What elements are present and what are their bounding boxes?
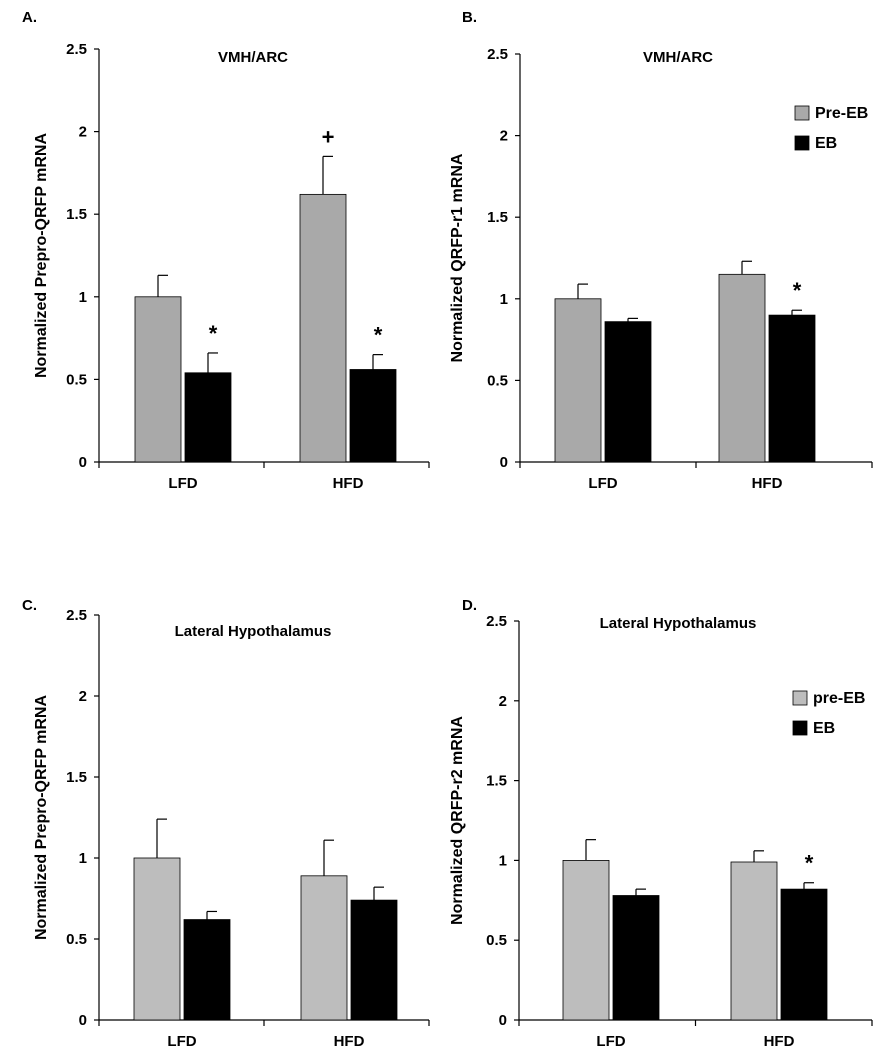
y-tick-label: 0.5: [487, 372, 508, 389]
bar-pre-eb-lfd: [133, 857, 181, 1021]
bar-pre-eb-hfd: [299, 193, 347, 463]
panel-label: C.: [22, 597, 37, 614]
bar-pre-eb-hfd: [718, 273, 766, 463]
y-tick-label: 1.5: [66, 769, 87, 786]
y-tick-label: 0: [499, 1012, 507, 1029]
x-category-label: LFD: [167, 1033, 196, 1050]
bar-pre-eb-lfd: [554, 298, 602, 463]
y-tick-label: 2.5: [66, 607, 87, 624]
panel-label: A.: [22, 9, 37, 26]
bar-eb-lfd: [604, 321, 652, 463]
significance-marker: +: [322, 124, 335, 149]
legend-label: EB: [813, 720, 835, 737]
legend-swatch-pre-eb: [794, 105, 810, 121]
y-axis-label: Normalized Prepro-QRFP mRNA: [33, 695, 50, 941]
y-tick-label: 0.5: [66, 371, 87, 388]
y-tick-label: 0: [79, 1012, 87, 1029]
x-category-label: LFD: [588, 475, 617, 492]
bar-pre-eb-hfd: [730, 861, 778, 1021]
chart-panel-b: B. VMH/ARC Normalized QRFP-r1 mRNA 0 0.5 1 1.5…: [449, 9, 873, 492]
chart-title: Lateral Hypothalamus: [175, 623, 332, 640]
significance-marker: *: [209, 321, 218, 346]
bar-pre-eb-hfd: [300, 875, 348, 1021]
bar-eb-lfd: [183, 919, 231, 1021]
bar-eb-lfd: [612, 895, 660, 1021]
bar-pre-eb-lfd: [562, 860, 610, 1021]
y-tick-label: 1: [499, 852, 507, 869]
bar-eb-hfd: [349, 369, 397, 463]
legend-label: pre-EB: [813, 690, 865, 707]
y-tick-label: 2: [499, 693, 507, 710]
x-category-label: LFD: [596, 1033, 625, 1050]
y-tick-label: 1.5: [487, 209, 508, 226]
y-tick-label: 1: [500, 291, 508, 308]
significance-marker: *: [793, 278, 802, 303]
bar-eb-hfd: [350, 899, 398, 1021]
panel-label: B.: [462, 9, 477, 26]
y-axis-label: Normalized QRFP-r2 mRNA: [449, 716, 466, 925]
chart-panel-d: D. Lateral Hypothalamus Normalized QRFP-r2…: [449, 597, 873, 1050]
x-category-label: HFD: [752, 475, 783, 492]
y-tick-label: 1: [79, 289, 87, 306]
y-tick-label: 0: [500, 454, 508, 471]
chart-title: VMH/ARC: [218, 49, 288, 66]
legend-swatch-eb: [794, 135, 810, 151]
legend-swatch-pre-eb: [792, 690, 808, 706]
y-axis-label: Normalized Prepro-QRFP mRNA: [33, 133, 50, 379]
bar-eb-hfd: [768, 314, 816, 463]
chart-title: Lateral Hypothalamus: [600, 615, 757, 632]
x-category-label: LFD: [168, 475, 197, 492]
x-category-label: HFD: [333, 475, 364, 492]
y-axis-label: Normalized QRFP-r1 mRNA: [449, 153, 466, 362]
chart-panel-c: C. Lateral Hypothalamus Normalized Prepro-…: [22, 597, 430, 1050]
x-category-label: HFD: [334, 1033, 365, 1050]
y-tick-label: 2: [500, 128, 508, 145]
y-tick-label: 1: [79, 850, 87, 867]
significance-marker: *: [374, 323, 383, 348]
bar-pre-eb-lfd: [134, 296, 182, 463]
chart-panel-a: A. VMH/ARC Normalized Prepro-QRFP mRNA 0 0.5…: [22, 9, 430, 492]
x-category-label: HFD: [764, 1033, 795, 1050]
bar-eb-hfd: [780, 888, 828, 1021]
panel-label: D.: [462, 597, 477, 614]
y-tick-label: 0: [79, 454, 87, 471]
legend-label: EB: [815, 135, 837, 152]
legend-label: Pre-EB: [815, 105, 868, 122]
y-tick-label: 2: [79, 688, 87, 705]
y-tick-label: 1.5: [66, 206, 87, 223]
y-tick-label: 2: [79, 124, 87, 141]
y-tick-label: 0.5: [66, 931, 87, 948]
chart-title: VMH/ARC: [643, 49, 713, 66]
y-tick-label: 1.5: [486, 773, 507, 790]
significance-marker: *: [805, 851, 814, 876]
legend-swatch-eb: [792, 720, 808, 736]
y-tick-label: 2.5: [487, 46, 508, 63]
bar-eb-lfd: [184, 372, 232, 463]
y-tick-label: 0.5: [486, 932, 507, 949]
y-tick-label: 2.5: [66, 41, 87, 58]
y-tick-label: 2.5: [486, 613, 507, 630]
